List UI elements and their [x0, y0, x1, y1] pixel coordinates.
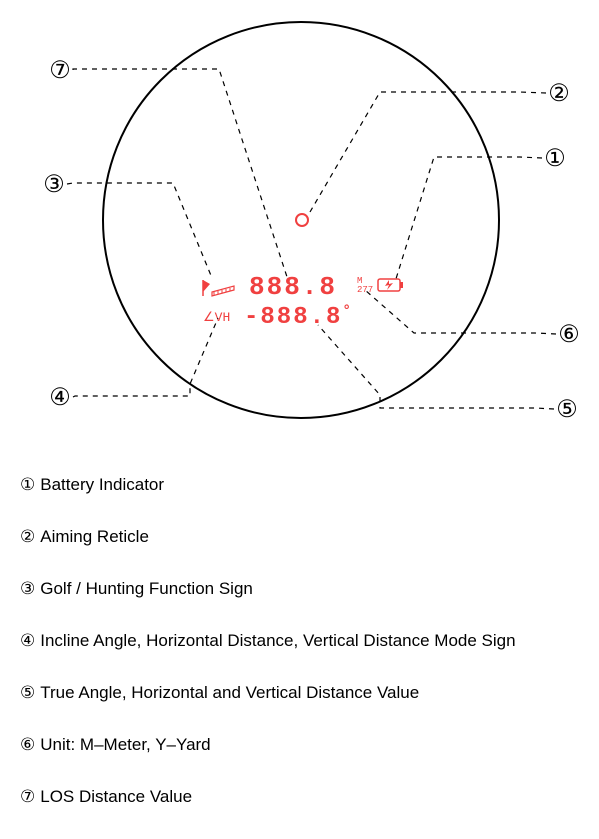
unit-labels: M 277 — [357, 277, 373, 295]
legend-item-text: True Angle, Horizontal and Vertical Dist… — [40, 683, 419, 702]
primary-distance-readout: 888.8 — [249, 272, 337, 302]
callout-label-⑤: ⑤ — [554, 396, 580, 422]
mode-sign-text: ∠VH — [203, 310, 230, 325]
diagram-area: 888.8 M 277 -888.8° ∠VH ① ② ③ ④ ⑤ ⑥ ⑦ — [0, 0, 599, 440]
legend-item-number: ② — [20, 527, 35, 547]
legend-item: ⑥ Unit: M–Meter, Y–Yard — [20, 735, 580, 755]
callout-label-⑥: ⑥ — [556, 321, 582, 347]
legend-item: ⑦ LOS Distance Value — [20, 787, 580, 807]
legend-item-text: Incline Angle, Horizontal Distance, Vert… — [40, 631, 515, 650]
legend-item-number: ⑤ — [20, 683, 35, 703]
legend-item-text: Battery Indicator — [40, 475, 164, 494]
callout-label-②: ② — [546, 80, 572, 106]
legend-item: ③ Golf / Hunting Function Sign — [20, 579, 580, 599]
secondary-angle-readout: -888.8° — [244, 304, 353, 331]
degree-symbol: ° — [342, 304, 353, 320]
callout-label-④: ④ — [47, 384, 73, 410]
legend-item-number: ① — [20, 475, 35, 495]
legend-item: ① Battery Indicator — [20, 475, 580, 495]
mode-sign: ∠VH — [203, 310, 230, 325]
golf-flag-icon — [200, 278, 238, 300]
legend-item-text: Golf / Hunting Function Sign — [40, 579, 253, 598]
callout-label-①: ① — [542, 145, 568, 171]
legend-item-number: ③ — [20, 579, 35, 599]
primary-distance-value: 888.8 — [249, 272, 337, 302]
legend-item-number: ⑦ — [20, 787, 35, 807]
callout-label-③: ③ — [41, 171, 67, 197]
legend-item: ④ Incline Angle, Horizontal Distance, Ver… — [20, 631, 580, 651]
battery-indicator-icon — [377, 277, 407, 293]
legend-item-text: Unit: M–Meter, Y–Yard — [40, 735, 210, 754]
legend-item: ② Aiming Reticle — [20, 527, 580, 547]
legend-item-number: ④ — [20, 631, 35, 651]
legend-item: ⑤ True Angle, Horizontal and Vertical Dis… — [20, 683, 580, 703]
legend-item-text: Aiming Reticle — [40, 527, 149, 546]
secondary-value: -888.8 — [244, 304, 342, 331]
callout-label-⑦: ⑦ — [47, 57, 73, 83]
unit-yard: 277 — [357, 286, 373, 295]
aiming-reticle-icon — [295, 213, 309, 227]
legend: ① Battery Indicator ② Aiming Reticle ③ Golf /… — [20, 475, 580, 839]
legend-item-number: ⑥ — [20, 735, 35, 755]
legend-item-text: LOS Distance Value — [40, 787, 192, 806]
